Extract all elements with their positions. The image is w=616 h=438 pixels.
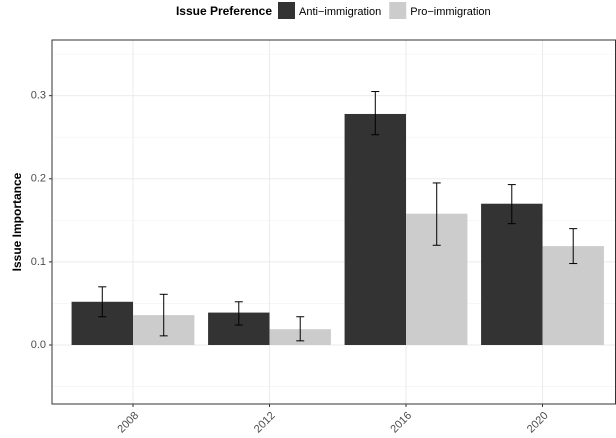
legend-title: Issue Preference (176, 4, 272, 18)
plot-area (52, 40, 616, 404)
error-bar (159, 293, 168, 337)
error-bar (296, 316, 305, 342)
x-tick-label: 2008 (115, 410, 141, 436)
error-bar (569, 228, 578, 265)
x-tick-label: 2016 (388, 410, 414, 436)
bar (344, 113, 406, 345)
y-tick-label: 0.2 (31, 173, 46, 185)
legend-label: Anti−immigration (299, 6, 381, 18)
legend-swatch (389, 2, 407, 19)
error-bar (234, 301, 243, 326)
legend-swatch (278, 2, 295, 19)
y-tick-label: 0.1 (31, 256, 46, 268)
error-bar (507, 184, 516, 225)
legend-label: Pro−immigration (410, 6, 490, 18)
error-bar (432, 182, 441, 246)
legend: Issue Preference Anti−immigration Pro−imm… (176, 2, 491, 19)
error-bar (98, 286, 107, 318)
error-bar (371, 91, 380, 136)
x-tick-label: 2020 (525, 410, 551, 436)
y-axis-title: Issue Importance (10, 172, 24, 271)
bar (481, 203, 543, 345)
x-tick-label: 2012 (252, 410, 278, 436)
y-tick-label: 0.0 (31, 339, 46, 351)
y-tick-label: 0.3 (31, 90, 46, 102)
